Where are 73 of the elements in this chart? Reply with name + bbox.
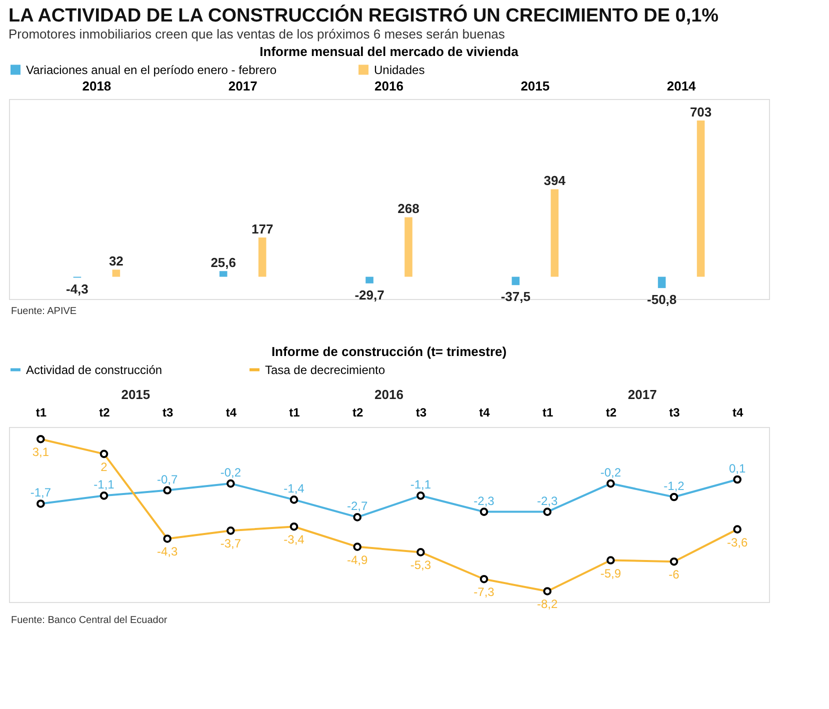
bar — [112, 270, 120, 277]
data-label: -2,3 — [536, 494, 558, 508]
x-tick-label: 2018 — [82, 78, 112, 94]
data-label: 25,6 — [210, 255, 236, 270]
data-label: -6 — [668, 568, 680, 582]
data-label: -0,2 — [600, 466, 622, 480]
data-label: -4,9 — [346, 552, 368, 567]
data-label: 177 — [251, 221, 274, 236]
x-tick-label: 2014 — [666, 78, 697, 94]
x-tick-label: t1 — [36, 406, 47, 420]
data-label: -0,2 — [220, 466, 242, 480]
bar — [219, 271, 228, 277]
x-tick-label: t3 — [416, 406, 427, 420]
bar — [550, 189, 559, 277]
x-tick-label: t3 — [162, 406, 174, 420]
data-label: -8,2 — [536, 597, 558, 612]
x-tick-label: 2015 — [520, 78, 550, 94]
data-label: -3,7 — [220, 536, 242, 551]
text: Informe mensual del mercado de vivienda — [260, 44, 520, 59]
data-label: 3,1 — [32, 445, 50, 460]
data-label: -2,3 — [474, 494, 495, 508]
data-label: -37,5 — [500, 289, 530, 304]
x-tick-label: t2 — [352, 406, 364, 420]
data-label: -4,3 — [66, 282, 88, 297]
x-tick-label: t4 — [479, 406, 490, 420]
x-tick-label: 2016 — [374, 78, 404, 94]
legend-label: Unidades — [374, 62, 425, 77]
bar — [658, 276, 666, 288]
data-label: -3,6 — [726, 535, 748, 550]
x-tick-label: t4 — [226, 406, 237, 420]
bar — [696, 120, 705, 277]
x-tick-label: t4 — [732, 406, 744, 420]
data-label: -1,1 — [410, 478, 432, 492]
data-label: 0,1 — [728, 462, 746, 476]
chart-subtitle: Promotores inmobiliarios creen que las ventas de los próximos 6 meses serán buenas — [8, 26, 506, 42]
x-tick-label: t3 — [669, 406, 680, 420]
chart-title: Informe de construcción (t= trimestre) — [271, 344, 507, 359]
data-label: -1,4 — [284, 482, 305, 496]
data-label: -50,8 — [647, 292, 677, 308]
bar — [404, 217, 412, 277]
data-label: -1,1 — [94, 478, 115, 492]
chart-title: LA ACTIVIDAD DE LA CONSTRUCCIÓN REGISTRÓ UN CRECIMIENTO DE 0,1% — [8, 4, 719, 26]
bar — [258, 237, 266, 277]
data-label: 703 — [690, 104, 712, 120]
data-label: -1,2 — [664, 479, 685, 493]
legend-label: Actividad de construcción — [26, 362, 162, 377]
x-tick-label: t1 — [542, 406, 554, 420]
data-label: 32 — [108, 254, 124, 269]
data-label: -7,3 — [474, 585, 495, 600]
data-label: -5,3 — [410, 558, 432, 572]
source-note: Fuente: APIVE — [11, 306, 77, 317]
legend-label: Variaciones anual en el período enero - febrero — [26, 62, 277, 77]
data-label: -4,3 — [156, 544, 178, 559]
data-label: -1,7 — [30, 486, 52, 500]
x-tick-label: t1 — [289, 406, 300, 420]
source-note: Fuente: Banco Central del Ecuador — [11, 615, 168, 626]
data-label: 394 — [544, 173, 566, 188]
data-label: -0,7 — [156, 472, 178, 486]
data-label: -29,7 — [354, 287, 384, 302]
x-tick-label: t2 — [606, 406, 617, 420]
data-label: 268 — [398, 201, 420, 216]
text: 2016 — [374, 387, 404, 402]
data-label: 2 — [100, 460, 108, 474]
data-label: -3,4 — [284, 532, 305, 547]
data-label: -5,9 — [600, 566, 622, 580]
text: 2017 — [628, 387, 657, 402]
legend-label: Tasa de decrecimiento — [265, 362, 386, 377]
bar — [512, 276, 520, 286]
data-label: -2,7 — [346, 499, 368, 514]
x-tick-label: 2017 — [228, 78, 258, 94]
x-tick-label: t2 — [99, 406, 110, 420]
text: 2015 — [121, 387, 150, 402]
bar — [366, 276, 374, 284]
